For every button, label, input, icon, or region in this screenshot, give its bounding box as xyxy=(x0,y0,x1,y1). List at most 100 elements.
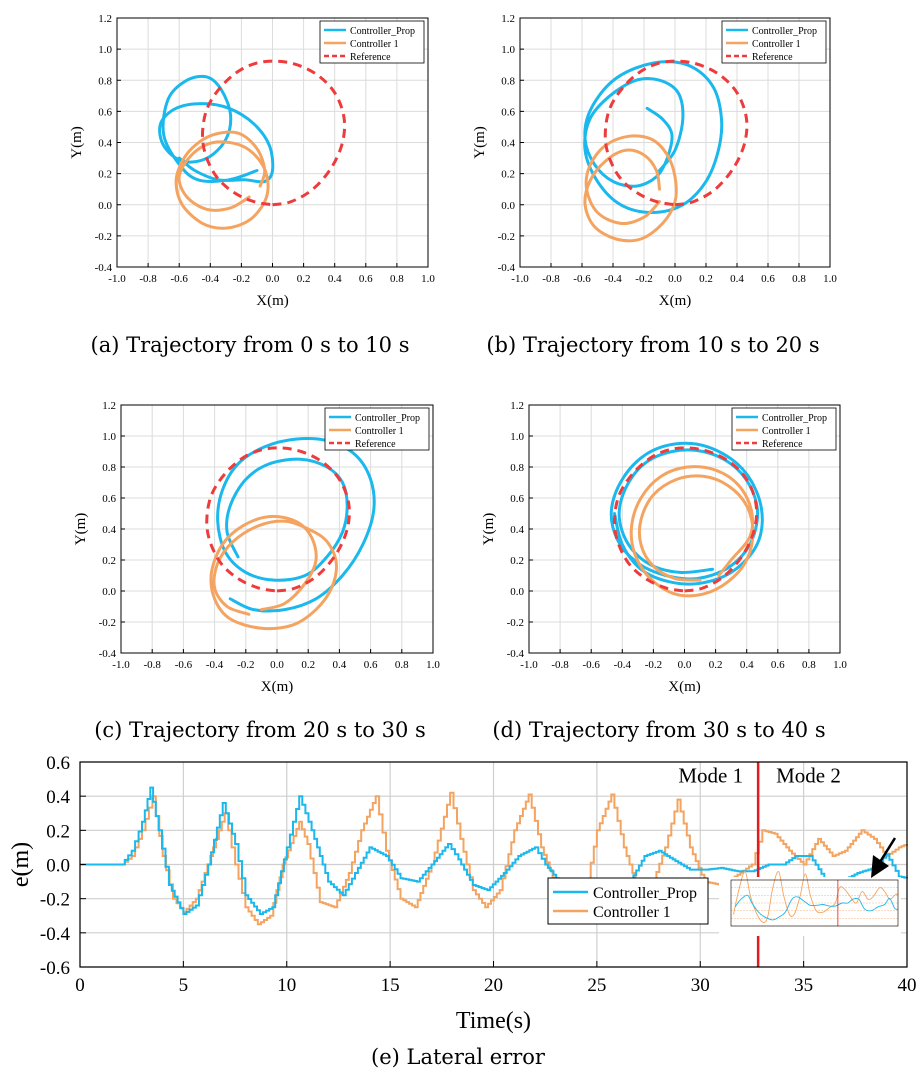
y-tick-label: -0.2 xyxy=(498,231,515,243)
zoom-inset xyxy=(719,871,901,936)
y-tick-label: -0.2 xyxy=(507,617,524,629)
legend-label: Controller_Prop xyxy=(752,26,817,37)
x-tick-label: 0.8 xyxy=(395,659,409,671)
x-tick-label: 0.0 xyxy=(668,273,682,285)
y-tick-label: 0.4 xyxy=(46,787,70,808)
x-tick-label: -0.4 xyxy=(206,659,224,671)
trajectory-chart-2: -1.0 -0.8 -0.6 -0.4 -0.2 0.0 0.2 0.4 0.6 0.8 1.0 -0… xyxy=(73,400,440,742)
legend-label: Controller_Prop xyxy=(350,26,415,37)
x-tick-label: 0.2 xyxy=(301,659,315,671)
legend-label: Controller 1 xyxy=(762,426,811,437)
y-tick-label: 0.8 xyxy=(510,462,524,474)
x-tick-label: 0.6 xyxy=(359,273,373,285)
legend: Controller_Prop Controller 1 Reference xyxy=(731,407,837,451)
y-tick-label: 1.2 xyxy=(501,13,515,25)
x-tick-label: -0.2 xyxy=(237,659,254,671)
x-tick-label: 1.0 xyxy=(426,659,440,671)
legend-label: Controller 1 xyxy=(355,426,404,437)
y-tick-label: 0.0 xyxy=(510,586,524,598)
x-axis-label: X(m) xyxy=(261,679,294,695)
x-tick-label: -0.4 xyxy=(614,659,632,671)
series-line-controller-1 xyxy=(583,134,678,243)
x-tick-label: 0.0 xyxy=(266,273,280,285)
series-line-controller-prop xyxy=(216,436,376,613)
trajectory-chart-1: -1.0 -0.8 -0.6 -0.4 -0.2 0.0 0.2 0.4 0.6 0.8 1.0 -0… xyxy=(472,13,837,357)
series-line-controller-1 xyxy=(209,514,338,631)
series-line-controller-1 xyxy=(174,130,270,230)
y-tick-label: 0.2 xyxy=(501,169,515,181)
y-tick-label: -0.4 xyxy=(40,924,71,945)
trajectory-chart-3: -1.0 -0.8 -0.6 -0.4 -0.2 0.0 0.2 0.4 0.6 0.8 1.0 -0… xyxy=(481,400,847,742)
x-axis-label: X(m) xyxy=(256,293,289,309)
inset-frame xyxy=(730,879,899,927)
y-axis-label: e(m) xyxy=(8,842,34,887)
x-tick-label: -0.6 xyxy=(175,659,193,671)
lateral-error-chart: Mode 1 Mode 2 0 5 10 15 20 25 30 35 40 -0.6 -0.4 -0.2… xyxy=(8,753,917,1069)
x-tick-label: 20 xyxy=(484,975,503,996)
y-tick-label: -0.2 xyxy=(99,617,116,629)
y-tick-label: 0.0 xyxy=(46,856,70,877)
x-tick-label: 0.8 xyxy=(802,659,816,671)
legend-label: Reference xyxy=(355,439,396,450)
x-tick-label: -0.6 xyxy=(170,273,188,285)
panel-caption: (c) Trajectory from 20 s to 30 s xyxy=(94,718,426,742)
x-tick-label: -0.4 xyxy=(604,273,622,285)
legend: Controller_Prop Controller 1 Reference xyxy=(319,20,425,64)
legend-label: Controller 1 xyxy=(752,39,801,50)
y-tick-label: -0.2 xyxy=(40,890,70,911)
y-tick-label: 0.8 xyxy=(102,462,116,474)
y-tick-label: 0.0 xyxy=(98,200,112,212)
x-axis-label: Time(s) xyxy=(456,1008,531,1034)
x-tick-label: 5 xyxy=(179,975,189,996)
legend-label: Controller_Prop xyxy=(762,413,827,424)
panel-caption: (d) Trajectory from 30 s to 40 s xyxy=(492,718,825,742)
x-tick-label: 25 xyxy=(587,975,606,996)
legend: Controller_Prop Controller 1 Reference xyxy=(324,407,430,451)
x-tick-label: 0.6 xyxy=(761,273,775,285)
y-tick-label: 0.4 xyxy=(510,524,524,536)
x-tick-label: 0.8 xyxy=(390,273,404,285)
legend-label: Reference xyxy=(762,439,803,450)
series-line-controller-prop xyxy=(158,74,275,184)
series-line-reference xyxy=(205,446,351,593)
x-tick-label: 10 xyxy=(277,975,296,996)
x-tick-label: 35 xyxy=(794,975,813,996)
series-line-controller-1 xyxy=(80,791,908,926)
x-tick-label: 0.8 xyxy=(792,273,806,285)
y-tick-label: 1.2 xyxy=(98,13,112,25)
annotation-mode-2: Mode 2 xyxy=(776,764,841,788)
x-tick-label: 0.2 xyxy=(699,273,713,285)
x-tick-label: -1.0 xyxy=(520,659,538,671)
inset-series-line xyxy=(734,894,899,921)
panel-caption: (b) Trajectory from 10 s to 20 s xyxy=(486,333,819,357)
series-line-controller-prop xyxy=(80,786,908,915)
x-tick-label: -0.2 xyxy=(645,659,662,671)
x-tick-label: 0.4 xyxy=(333,659,347,671)
legend-label: Reference xyxy=(752,52,793,63)
y-tick-label: 0.4 xyxy=(102,524,116,536)
x-tick-label: -0.8 xyxy=(542,273,560,285)
legend-label: Controller 1 xyxy=(350,39,399,50)
y-axis-label: Y(m) xyxy=(481,513,497,546)
y-axis-label: Y(m) xyxy=(73,513,89,546)
x-tick-label: -0.2 xyxy=(233,273,250,285)
series-line-controller-1 xyxy=(629,465,755,598)
x-tick-label: 30 xyxy=(691,975,710,996)
legend-label: Controller_Prop xyxy=(355,413,420,424)
x-tick-label: 15 xyxy=(381,975,400,996)
arrow-shaft xyxy=(878,837,897,863)
x-tick-label: -1.0 xyxy=(511,273,529,285)
x-tick-label: -0.6 xyxy=(582,659,600,671)
inset-background xyxy=(719,877,901,936)
y-tick-label: 0.2 xyxy=(46,821,70,842)
legend-label: Reference xyxy=(350,52,391,63)
x-tick-label: 0.6 xyxy=(364,659,378,671)
panel-caption: (e) Lateral error xyxy=(371,1045,546,1069)
y-tick-label: 0.6 xyxy=(102,493,116,505)
series-line-reference xyxy=(200,59,347,207)
y-tick-label: 1.2 xyxy=(102,400,116,412)
y-tick-label: 0.6 xyxy=(98,106,112,118)
y-tick-label: 0.6 xyxy=(46,753,70,774)
x-tick-label: 1.0 xyxy=(833,659,847,671)
